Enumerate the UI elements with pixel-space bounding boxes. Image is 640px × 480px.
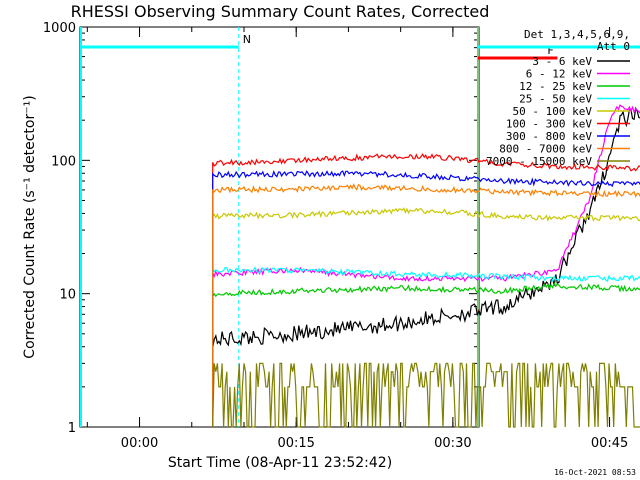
legend-entry-label: 7000 - 15000 keV [486, 155, 592, 168]
flag-label-f: F [547, 44, 553, 57]
x-axis-label: Start Time (08-Apr-11 23:52:42) [168, 455, 392, 471]
legend-entry-label: 3 - 6 keV [532, 55, 592, 68]
legend-title-line: Att 0 [597, 40, 630, 53]
x-tick-label: 00:30 [434, 436, 471, 451]
series-8 [212, 362, 640, 428]
series-1 [212, 104, 640, 427]
legend-entry-label: 50 - 100 keV [513, 105, 593, 118]
legend-title-line: Det 1,3,4,5,6,9, [524, 28, 630, 41]
legend-entry-label: 100 - 300 keV [506, 118, 592, 131]
legend-entry-label: 300 - 800 keV [506, 130, 592, 143]
series-line [212, 281, 640, 427]
x-tick-label: 00:15 [277, 436, 314, 451]
y-tick-label: 1 [68, 421, 76, 436]
legend-entry-label: 12 - 25 keV [519, 80, 592, 93]
y-tick-label: 100 [51, 154, 76, 169]
legend-entry-label: 800 - 7000 keV [499, 143, 592, 156]
series-3 [212, 266, 640, 427]
timestamp-label: 16-Oct-2021 08:53 [554, 468, 636, 477]
chart-title: RHESSI Observing Summary Count Rates, Co… [71, 2, 490, 21]
y-tick-label: 10 [59, 288, 76, 303]
y-tick-label: 1000 [43, 21, 76, 36]
series-line [212, 362, 640, 428]
series-line [212, 104, 640, 427]
x-tick-label: 00:45 [591, 436, 628, 451]
series-7 [212, 183, 640, 427]
x-tick-label: 00:00 [121, 436, 158, 451]
series-line [212, 207, 640, 427]
series-4 [212, 207, 640, 427]
series-line [212, 183, 640, 427]
series-5 [212, 153, 640, 427]
series-line [212, 170, 640, 427]
series-2 [212, 281, 640, 427]
legend-entry-label: 25 - 50 keV [519, 93, 592, 106]
series-6 [212, 170, 640, 427]
y-axis-label: Corrected Count Rate (s⁻¹ detector⁻¹) [22, 95, 38, 358]
series-line [212, 266, 640, 427]
legend-entry-label: 6 - 12 keV [526, 68, 593, 81]
flag-label-n: N [243, 33, 251, 46]
series-line [212, 153, 640, 427]
